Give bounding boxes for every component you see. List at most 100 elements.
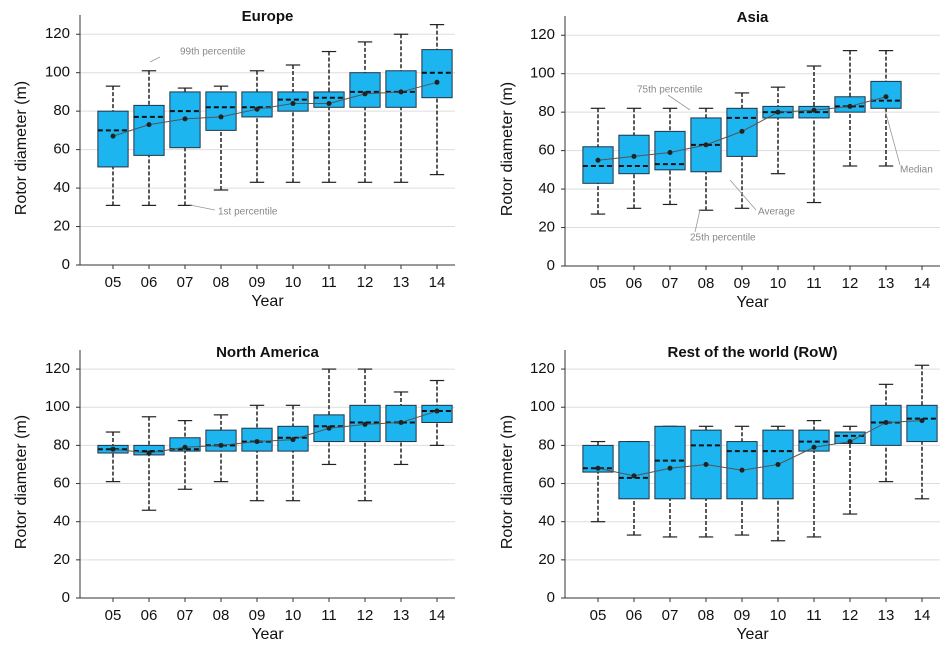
annotation: 99th percentile bbox=[180, 47, 246, 58]
mean-point bbox=[398, 89, 404, 95]
panel: 0 20 40 60 80 100 120 Rest of the world (RoW) Ye… bbox=[499, 344, 940, 643]
x-tick-label: 06 bbox=[141, 607, 158, 624]
mean-point bbox=[847, 103, 853, 109]
box bbox=[169, 437, 201, 452]
box bbox=[349, 72, 381, 108]
mean-point bbox=[110, 446, 116, 452]
x-tick-label: 08 bbox=[213, 607, 230, 624]
x-tick-label: 08 bbox=[213, 274, 230, 291]
x-tick-label: 11 bbox=[321, 607, 337, 624]
box bbox=[654, 425, 686, 500]
mean-point bbox=[667, 150, 673, 156]
x-tick-label: 10 bbox=[770, 607, 787, 624]
box bbox=[906, 404, 938, 443]
x-tick-label: 14 bbox=[914, 607, 931, 624]
x-tick-label: 09 bbox=[734, 607, 751, 624]
annotation-leader bbox=[694, 209, 701, 233]
x-tick-label: 05 bbox=[590, 607, 607, 624]
mean-point bbox=[847, 439, 853, 445]
y-tick-label: 120 bbox=[530, 26, 555, 43]
x-tick-label: 13 bbox=[878, 607, 895, 624]
mean-point bbox=[254, 106, 260, 112]
y-tick-label: 20 bbox=[53, 218, 70, 235]
mean-point bbox=[739, 128, 745, 134]
mean-point bbox=[631, 473, 637, 479]
annotation: Median bbox=[900, 165, 933, 176]
x-tick-label: 09 bbox=[249, 274, 266, 291]
y-tick-label: 80 bbox=[53, 436, 70, 453]
mean-point bbox=[883, 419, 889, 425]
x-tick-label: 10 bbox=[285, 607, 302, 624]
mean-point bbox=[290, 437, 296, 443]
y-tick-label: 40 bbox=[53, 513, 70, 530]
mean-point bbox=[254, 439, 260, 445]
mean-point bbox=[110, 133, 116, 139]
x-axis-label: Year bbox=[736, 626, 769, 643]
mean-point bbox=[326, 425, 332, 431]
mean-point bbox=[883, 94, 889, 100]
x-tick-label: 07 bbox=[662, 275, 679, 292]
mean-point bbox=[218, 114, 224, 120]
mean-point bbox=[811, 107, 817, 113]
y-tick-label: 100 bbox=[45, 64, 70, 81]
y-tick-label: 80 bbox=[538, 436, 555, 453]
x-tick-label: 08 bbox=[698, 607, 715, 624]
mean-line bbox=[112, 410, 438, 454]
y-tick-label: 80 bbox=[53, 102, 70, 119]
y-tick-label: 60 bbox=[538, 475, 555, 492]
y-axis-label: Rotor diameter (m) bbox=[13, 81, 30, 215]
mean-point bbox=[182, 444, 188, 450]
y-tick-label: 40 bbox=[538, 180, 555, 197]
chart-title: Rest of the world (RoW) bbox=[668, 344, 838, 361]
panel: 0 20 40 60 80 100 120 Asia Year Rotor diameter (m… bbox=[499, 9, 940, 311]
box bbox=[133, 104, 165, 156]
y-tick-label: 100 bbox=[530, 65, 555, 82]
x-tick-label: 10 bbox=[770, 275, 787, 292]
x-tick-label: 12 bbox=[357, 274, 374, 291]
mean-line bbox=[112, 81, 438, 137]
mean-point bbox=[703, 461, 709, 467]
y-axis-label: Rotor diameter (m) bbox=[13, 415, 30, 549]
y-tick-label: 40 bbox=[538, 513, 555, 530]
mean-point bbox=[739, 467, 745, 473]
mean-point bbox=[919, 418, 925, 424]
y-tick-label: 0 bbox=[62, 256, 70, 273]
mean-point bbox=[146, 450, 152, 456]
annotation-leader bbox=[884, 109, 901, 166]
box bbox=[421, 404, 453, 423]
x-tick-label: 07 bbox=[662, 607, 679, 624]
x-tick-label: 11 bbox=[806, 275, 822, 292]
x-tick-label: 12 bbox=[842, 607, 859, 624]
y-tick-label: 120 bbox=[45, 25, 70, 42]
chart-title: Europe bbox=[242, 8, 294, 25]
panel: 0 20 40 60 80 100 120 Europe Year Rotor diameter … bbox=[13, 8, 455, 310]
box bbox=[205, 91, 237, 131]
x-tick-label: 13 bbox=[393, 274, 410, 291]
mean-point bbox=[182, 116, 188, 122]
y-tick-label: 120 bbox=[45, 360, 70, 377]
mean-point bbox=[667, 465, 673, 471]
y-tick-label: 20 bbox=[538, 219, 555, 236]
x-tick-label: 06 bbox=[626, 275, 643, 292]
x-tick-label: 08 bbox=[698, 275, 715, 292]
y-tick-label: 0 bbox=[547, 257, 555, 274]
mean-point bbox=[398, 419, 404, 425]
mean-point bbox=[703, 142, 709, 148]
y-tick-label: 60 bbox=[53, 141, 70, 158]
y-tick-label: 20 bbox=[53, 551, 70, 568]
mean-point bbox=[362, 421, 368, 427]
x-tick-label: 05 bbox=[105, 607, 122, 624]
x-axis-label: Year bbox=[736, 294, 769, 311]
x-axis-label: Year bbox=[251, 626, 284, 643]
x-tick-label: 14 bbox=[429, 274, 446, 291]
box bbox=[870, 404, 902, 446]
y-tick-label: 0 bbox=[547, 589, 555, 606]
annotation: Average bbox=[758, 207, 796, 218]
x-tick-label: 06 bbox=[141, 274, 158, 291]
x-tick-label: 12 bbox=[357, 607, 374, 624]
annotation-leader bbox=[149, 56, 161, 63]
x-axis-label: Year bbox=[251, 293, 284, 310]
x-tick-label: 13 bbox=[878, 275, 895, 292]
x-tick-label: 12 bbox=[842, 275, 859, 292]
